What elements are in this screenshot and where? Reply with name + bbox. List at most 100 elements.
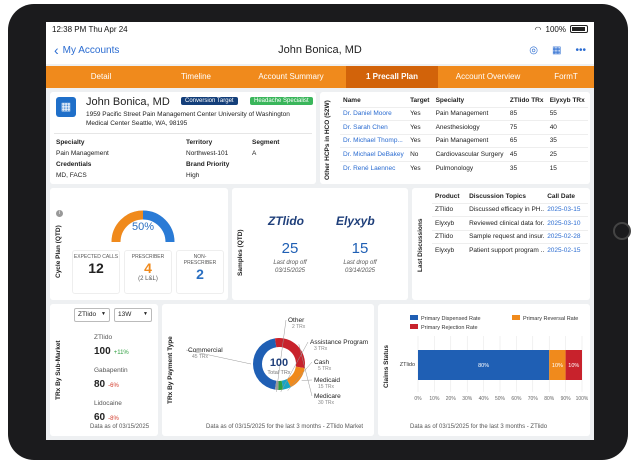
tab-precall-plan[interactable]: 1 Precall Plan (346, 66, 438, 88)
call-date-link[interactable]: 2025-02-15 (547, 247, 581, 254)
hcp-name-link[interactable]: Dr. Daniel Moore (343, 110, 392, 118)
tab-form[interactable]: FormT (554, 72, 578, 81)
segment-value: A (252, 150, 257, 157)
slice-sublabel: 45 TRx (192, 354, 209, 360)
table-cell: Sample request and insur... (469, 233, 545, 241)
donut-center-label: Total TRx (267, 370, 290, 376)
hcps-title: Other HCPs in HCO (52W) (324, 100, 331, 180)
slice-label: Assistance Program (310, 339, 368, 346)
slice-sublabel: 30 TRx (318, 400, 335, 406)
col-specialty: Specialty (435, 97, 465, 105)
donut-center-value: 100 (270, 357, 288, 369)
claims-bar-chart: Primary Dispensed Rate Primary Reversal R… (400, 315, 588, 402)
submarket-item: Gabapentin 80 -6% (94, 367, 156, 392)
tab-account-overview[interactable]: Account Overview (455, 72, 521, 81)
claims-card: Claims Status Primary Dispensed Rate Prim… (378, 304, 590, 436)
submarket-change: -8% (108, 416, 119, 422)
hcp-name-link[interactable]: Dr. Sarah Chen (343, 123, 388, 131)
view-icon[interactable]: ◎ (529, 44, 539, 56)
hcps-table: Name Target Specialty ZTlido TRx Elyxyb … (340, 95, 588, 175)
table-cell: Pain Management (435, 137, 489, 145)
table-row[interactable]: Elyxyb Reviewed clinical data for... 2025-… (432, 216, 588, 231)
table-cell: Anesthesiology (435, 123, 480, 131)
product-select[interactable]: ZTlido ▼ (74, 308, 110, 322)
bar-data-label: 80% (478, 363, 489, 369)
trx-submarket-title: TRx By Sub-Market (55, 340, 62, 400)
prescriber-sub: (2 L&L) (138, 276, 158, 282)
credentials-value: MD, FACS (56, 172, 87, 179)
call-date-link[interactable]: 2025-03-10 (547, 219, 581, 227)
trx-payment-title: TRx By Payment Type (167, 336, 174, 404)
back-button[interactable]: ‹ My Accounts (54, 43, 119, 57)
legend-label: Primary Dispensed Rate (421, 316, 481, 322)
table-row[interactable]: Dr. Sarah Chen Yes Anesthesiology 75 40 (340, 120, 588, 135)
cycle-plan-title: Cycle Plan (QTD) (55, 225, 62, 278)
table-row[interactable]: Elyxyb Patient support program ... 2025-02… (432, 243, 588, 258)
table-row[interactable]: Dr. Michael DeBakey No Cardiovascular Surg… (340, 147, 588, 162)
app-screen: 12:38 PM Thu Apr 24 ◠ 100% ‹ My Accounts… (46, 22, 594, 440)
table-row[interactable]: Dr. René Laennec Yes Pulmonology 35 15 (340, 161, 588, 175)
last-discussions-card: Last Discussions Product Discussion Topi… (412, 188, 590, 300)
table-cell: ZTlido (435, 233, 454, 241)
ztlido-count: 25 (281, 240, 299, 257)
status-bar: 12:38 PM Thu Apr 24 ◠ 100% (46, 22, 594, 36)
trx-submarket-card: TRx By Sub-Market ZTlido ▼ 13W ▼ ZTlido 1… (50, 304, 158, 436)
table-row[interactable]: Dr. Michael Thomp... Yes Pain Management 65… (340, 134, 588, 148)
battery-percent: 100% (545, 24, 566, 34)
x-tick-label: 0% (414, 396, 422, 402)
hcp-name-link[interactable]: Dr. Michael DeBakey (343, 150, 404, 158)
profile-address: 1959 Pacific Street Pain Management Cent… (86, 111, 290, 127)
info-icon[interactable]: i (56, 210, 63, 217)
submarket-name: Lidocaine (94, 400, 122, 407)
more-icon[interactable]: ••• (575, 44, 586, 56)
donut-slice-commercial[interactable] (253, 338, 277, 390)
x-tick-label: 30% (462, 396, 473, 402)
hcp-name-link[interactable]: Dr. Michael Thomp... (343, 137, 403, 145)
expected-value: 12 (88, 260, 104, 276)
legend-label: Primary Reversal Rate (523, 316, 578, 322)
table-cell: Reviewed clinical data for... (469, 219, 545, 227)
table-row[interactable]: ZTlido Sample request and insur... 2025-02… (432, 230, 588, 244)
donut-slice-medicaid[interactable] (286, 366, 305, 388)
bar-segment-primary-rejection-rate[interactable] (565, 350, 582, 380)
nonprescriber-tile: NON-PRESCRIBER 2 (176, 250, 224, 294)
cycle-plan-card: Cycle Plan (QTD) i 50% EXPECTED CALLS 12… (50, 188, 228, 300)
legend-swatch (410, 315, 418, 320)
territory-value: Northwest-101 (186, 150, 229, 157)
donut-slice-assistance-program[interactable] (278, 380, 284, 390)
period-select[interactable]: 13W ▼ (114, 308, 152, 322)
call-date-link[interactable]: 2025-02-28 (547, 233, 581, 241)
slice-label: Other (288, 317, 305, 324)
hcp-name-link[interactable]: Dr. René Laennec (343, 164, 396, 172)
bar-segment-primary-dispensed-rate[interactable] (418, 350, 550, 380)
slice-label: Medicaid (314, 377, 340, 384)
back-label: My Accounts (62, 44, 120, 56)
leader-line (280, 341, 309, 393)
payment-footer: Data as of 03/15/2025 for the last 3 mon… (206, 424, 364, 430)
tab-timeline[interactable]: Timeline (181, 72, 211, 81)
table-row[interactable]: ZTlido Discussed efficacy in PH... 2025-03… (432, 203, 588, 217)
tab-detail[interactable]: Detail (90, 72, 112, 81)
tab-account-summary[interactable]: Account Summary (258, 72, 324, 81)
dropdown-icon: ▼ (101, 311, 106, 317)
ztlido-drop-date: 03/15/2025 (274, 268, 306, 274)
cycle-gauge (111, 210, 175, 243)
call-date-link[interactable]: 2025-03-15 (547, 206, 581, 214)
camera (613, 222, 631, 240)
product-select-value: ZTlido (78, 311, 97, 318)
table-cell: 65 (509, 137, 518, 145)
segment-label: Segment (252, 139, 280, 146)
specialty-label: Specialty (56, 139, 85, 146)
bar-segment-primary-reversal-rate[interactable] (549, 350, 566, 380)
profile-card: ▦ John Bonica, MD Conversion Target Head… (50, 92, 316, 184)
col-product: Product (435, 193, 460, 201)
calendar-icon[interactable]: ▦ (552, 44, 562, 56)
cycle-percent: 50% (131, 221, 155, 233)
donut-slice-cash[interactable] (281, 379, 291, 390)
nonprescriber-label: NON-PRESCRIBER (183, 254, 217, 266)
table-cell: Elyxyb (435, 219, 455, 227)
x-tick-label: 10% (429, 396, 440, 402)
table-row[interactable]: Dr. Daniel Moore Yes Pain Management 85 55 (340, 107, 588, 121)
col-elyxyb-trx: Elyxyb TRx (549, 97, 585, 105)
